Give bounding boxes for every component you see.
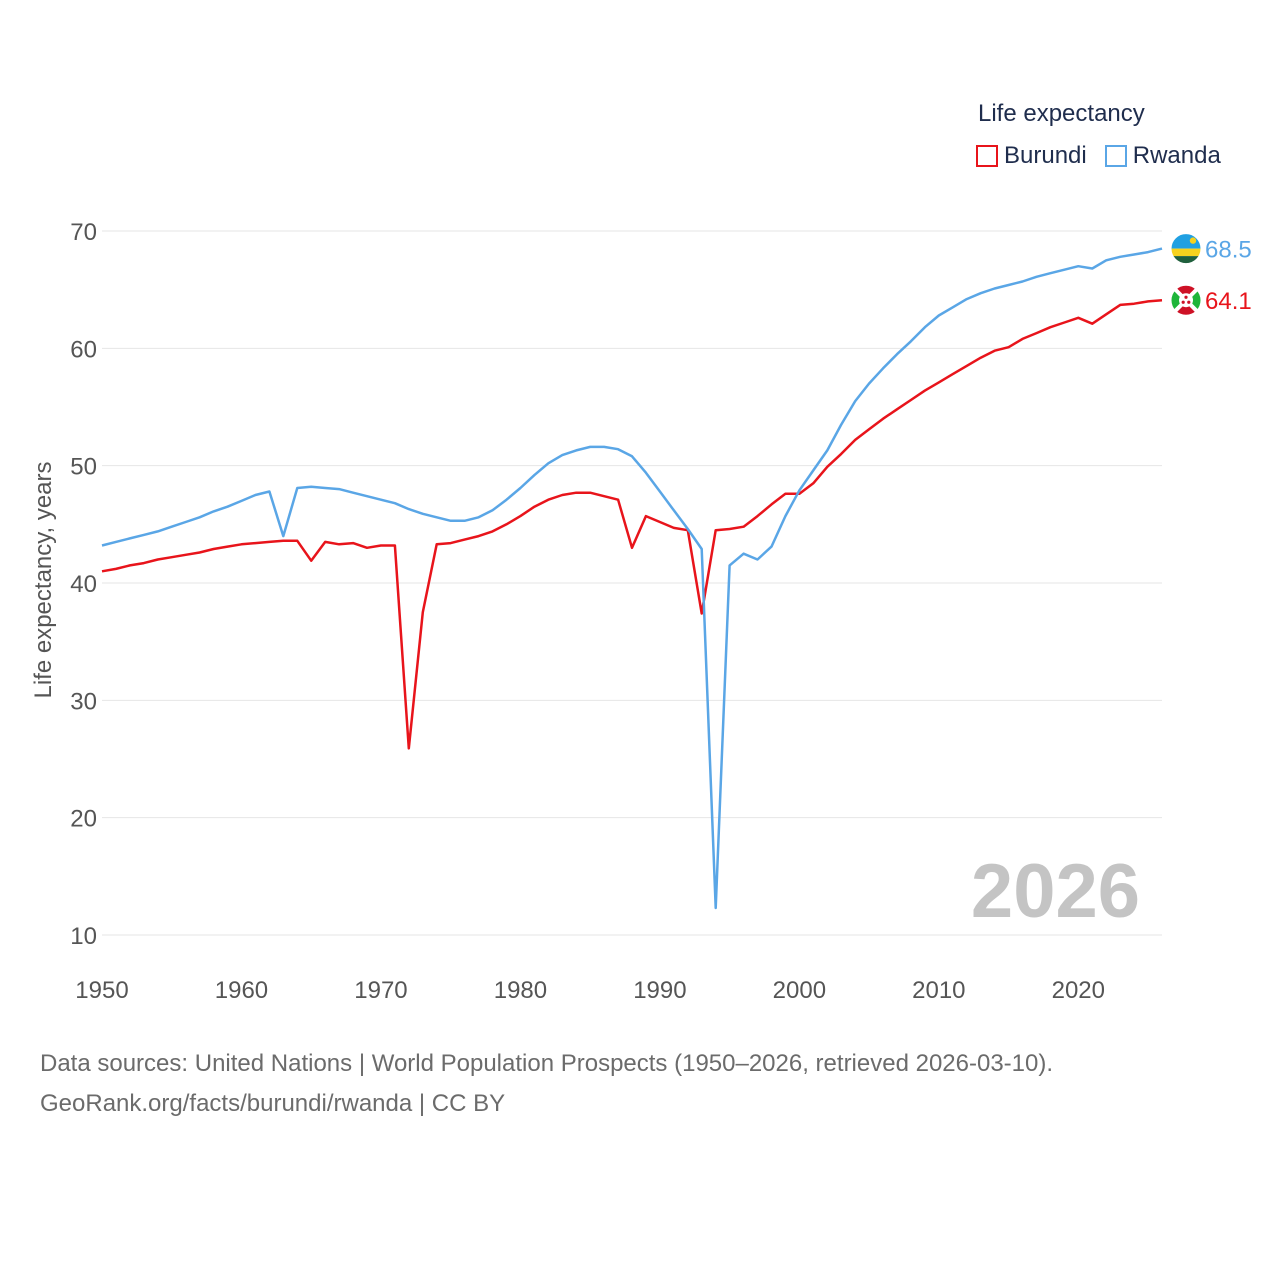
legend-item-rwanda[interactable]: Rwanda [1104, 142, 1221, 170]
source-note: Data sources: United Nations | World Pop… [40, 1044, 1053, 1124]
burundi-swatch [976, 145, 998, 167]
end-label-rwanda: 68.5 [1205, 237, 1252, 264]
y-tick-label: 20 [70, 806, 97, 833]
flag-burundi-body [1171, 285, 1201, 316]
series-line-burundi [101, 298, 1163, 750]
flag-band-green [1171, 256, 1201, 264]
flag-band-blue [1171, 233, 1201, 249]
x-tick-label: 2020 [1052, 977, 1105, 1004]
x-tick-label: 2010 [912, 977, 965, 1004]
flag-outline [1170, 233, 1202, 265]
flag-star-3 [1187, 300, 1191, 304]
flag-rwanda-icon [1170, 233, 1202, 265]
y-tick-label: 70 [70, 219, 97, 246]
legend-label-burundi: Burundi [1004, 142, 1087, 169]
y-axis-ticks: 10 20 30 40 50 60 70 [70, 219, 97, 950]
end-label-burundi: 64.1 [1205, 288, 1252, 315]
flag-sun [1189, 237, 1197, 244]
x-tick-label: 1970 [354, 977, 407, 1004]
flag-star-1 [1184, 295, 1188, 299]
legend-label-rwanda: Rwanda [1132, 142, 1221, 169]
source-line-2[interactable]: GeoRank.org/facts/burundi/rwanda | CC BY [40, 1090, 506, 1117]
x-tick-label: 1950 [75, 977, 128, 1004]
x-tick-label: 2000 [773, 977, 826, 1004]
flag-rwanda-body [1171, 233, 1201, 264]
x-axis-ticks: 1950 1960 1970 1980 1990 2000 2010 2020 [75, 977, 1105, 1004]
end-labels: 64.1 68.5 [1170, 233, 1252, 316]
x-tick-label: 1990 [633, 977, 686, 1004]
flag-star-2 [1181, 300, 1185, 304]
legend-title: Life expectancy [978, 100, 1145, 127]
grid-lines [102, 230, 1162, 936]
source-line-1: Data sources: United Nations | World Pop… [40, 1050, 1054, 1077]
flag-outline [1170, 284, 1202, 316]
flag-green-right [1186, 285, 1201, 316]
year-watermark: 2026 [970, 849, 1140, 934]
series-line-rwanda [101, 247, 1163, 910]
y-tick-label: 10 [70, 923, 97, 950]
y-axis-label: Life expectancy, years [30, 461, 57, 698]
y-tick-label: 60 [70, 336, 97, 363]
life-expectancy-chart: 10 20 30 40 50 60 70 1950 1960 1970 1980 1990 2000 2… [30, 219, 1252, 1004]
x-tick-label: 1980 [494, 977, 547, 1004]
y-tick-label: 30 [70, 688, 97, 715]
flag-disc [1179, 293, 1193, 308]
flag-green-left [1171, 285, 1186, 316]
y-tick-label: 50 [70, 454, 97, 481]
x-tick-label: 1960 [215, 977, 268, 1004]
legend: Burundi Rwanda [976, 142, 1239, 170]
rwanda-swatch [1104, 145, 1127, 167]
legend-item-burundi[interactable]: Burundi [976, 142, 1087, 170]
series-lines [101, 247, 1163, 910]
flag-band-yellow [1171, 248, 1201, 257]
y-tick-label: 40 [70, 571, 97, 598]
flag-burundi-icon [1170, 284, 1202, 316]
